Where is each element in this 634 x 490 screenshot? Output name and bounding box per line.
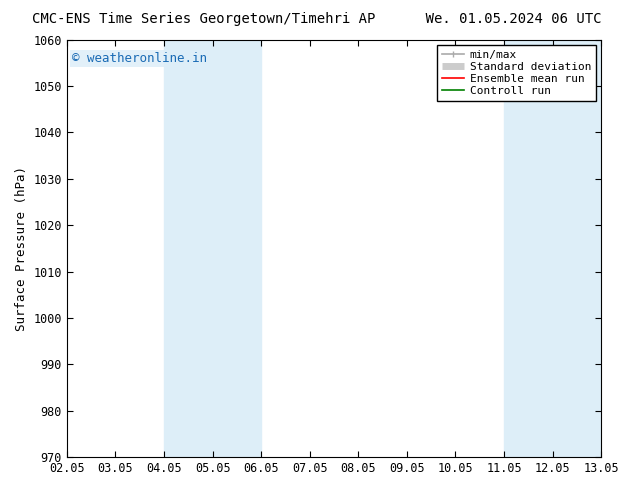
- Text: CMC-ENS Time Series Georgetown/Timehri AP      We. 01.05.2024 06 UTC: CMC-ENS Time Series Georgetown/Timehri A…: [32, 12, 602, 26]
- Legend: min/max, Standard deviation, Ensemble mean run, Controll run: min/max, Standard deviation, Ensemble me…: [437, 45, 595, 101]
- Bar: [164, 40, 261, 457]
- Bar: [504, 40, 601, 457]
- Y-axis label: Surface Pressure (hPa): Surface Pressure (hPa): [15, 166, 28, 331]
- Text: © weatheronline.in: © weatheronline.in: [72, 52, 207, 65]
